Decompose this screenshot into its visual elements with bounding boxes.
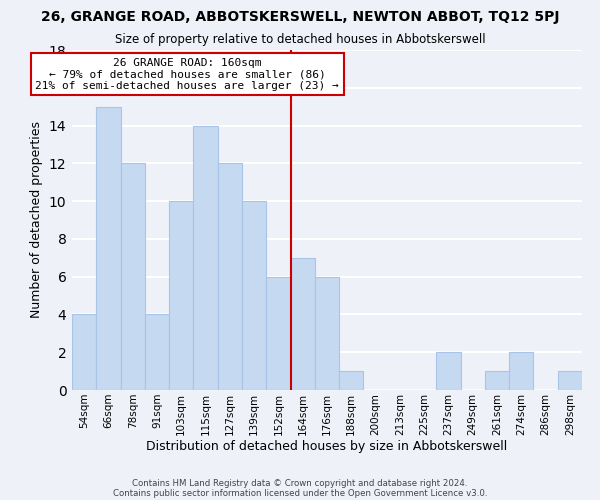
X-axis label: Distribution of detached houses by size in Abbotskerswell: Distribution of detached houses by size …	[146, 440, 508, 454]
Bar	[266, 276, 290, 390]
Bar	[290, 258, 315, 390]
Bar	[96, 106, 121, 390]
Bar	[315, 276, 339, 390]
Bar	[509, 352, 533, 390]
Text: 26, GRANGE ROAD, ABBOTSKERSWELL, NEWTON ABBOT, TQ12 5PJ: 26, GRANGE ROAD, ABBOTSKERSWELL, NEWTON …	[41, 10, 559, 24]
Text: Contains public sector information licensed under the Open Government Licence v3: Contains public sector information licen…	[113, 488, 487, 498]
Bar	[558, 371, 582, 390]
Bar	[436, 352, 461, 390]
Text: Size of property relative to detached houses in Abbotskerswell: Size of property relative to detached ho…	[115, 32, 485, 46]
Bar	[145, 314, 169, 390]
Bar	[193, 126, 218, 390]
Bar	[339, 371, 364, 390]
Y-axis label: Number of detached properties: Number of detached properties	[30, 122, 43, 318]
Bar	[169, 201, 193, 390]
Text: 26 GRANGE ROAD: 160sqm
← 79% of detached houses are smaller (86)
21% of semi-det: 26 GRANGE ROAD: 160sqm ← 79% of detached…	[35, 58, 339, 91]
Bar	[121, 164, 145, 390]
Bar	[72, 314, 96, 390]
Text: Contains HM Land Registry data © Crown copyright and database right 2024.: Contains HM Land Registry data © Crown c…	[132, 478, 468, 488]
Bar	[218, 164, 242, 390]
Bar	[485, 371, 509, 390]
Bar	[242, 201, 266, 390]
